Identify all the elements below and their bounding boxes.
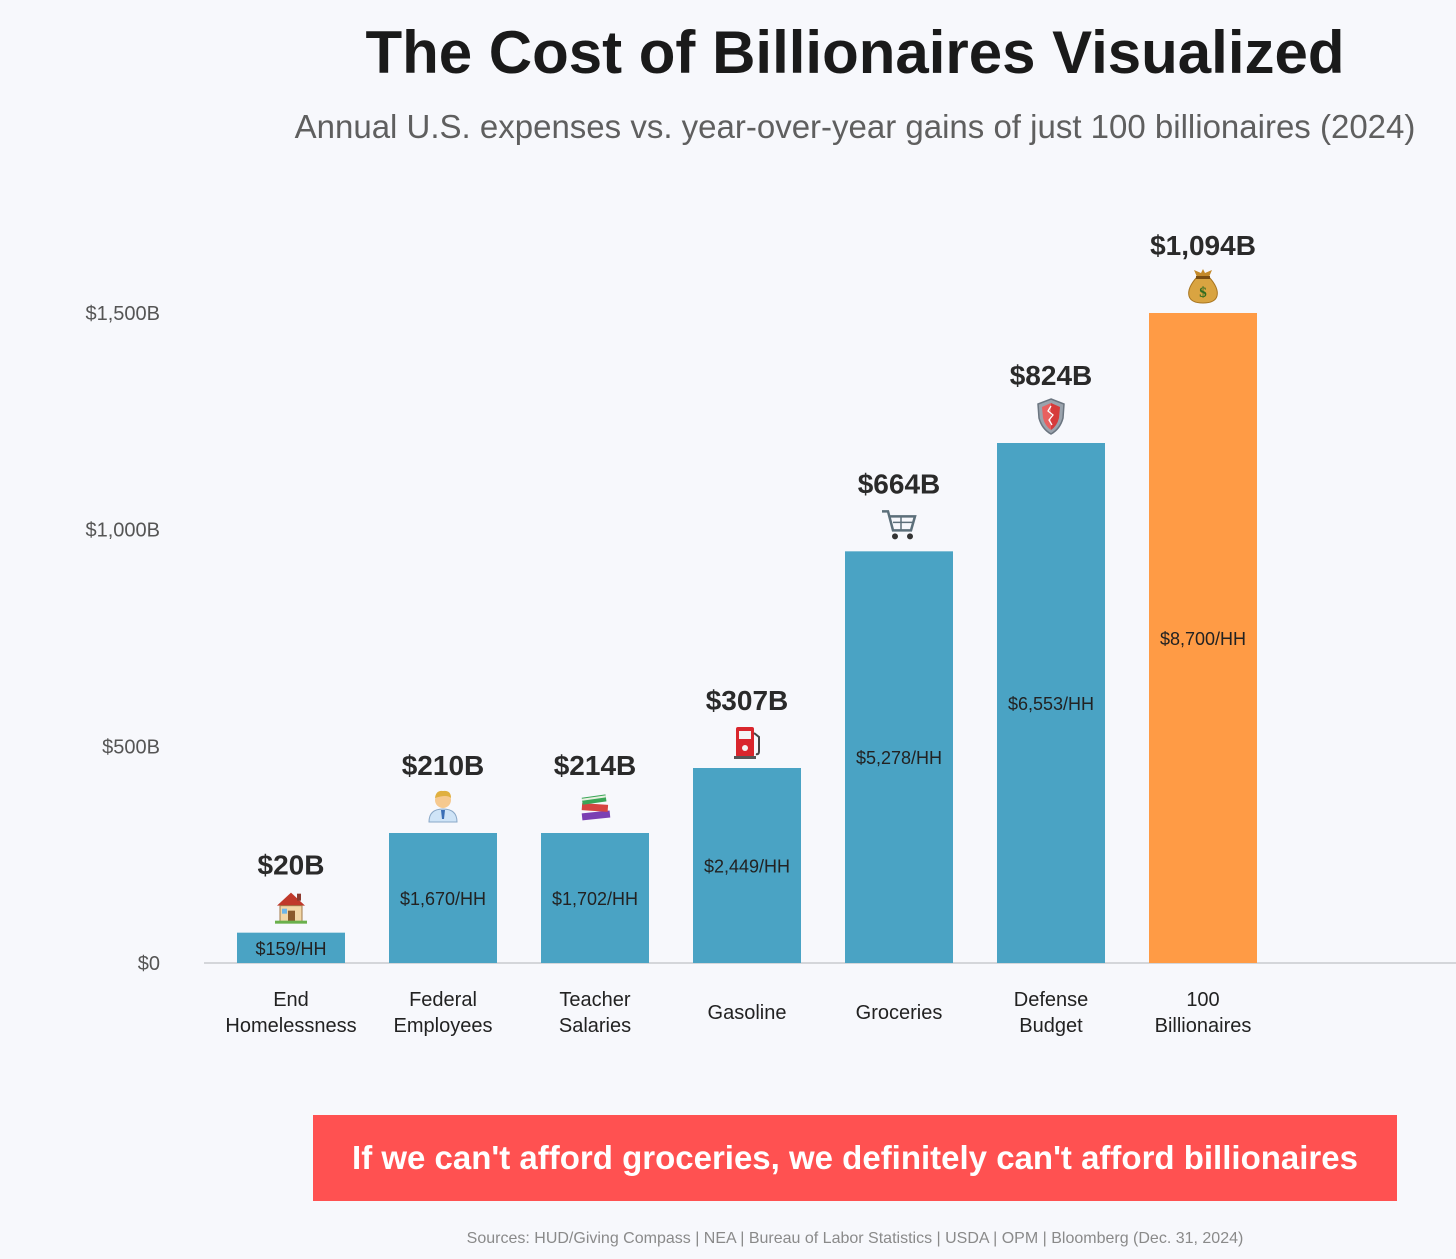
value-label: $214B — [554, 750, 637, 781]
x-tick-label: Gasoline — [708, 1002, 787, 1024]
x-tick-label: Defense Budget — [1014, 989, 1089, 1037]
bar — [845, 551, 953, 963]
x-tick-label: End Homelessness — [225, 989, 356, 1037]
x-tick-label: Federal Employees — [394, 989, 493, 1037]
value-label: $1,094B — [1150, 230, 1256, 261]
x-tick-label-line: Federal — [409, 989, 477, 1011]
sources-note: Sources: HUD/Giving Compass | NEA | Bure… — [466, 1230, 1244, 1247]
office-worker-icon — [428, 790, 458, 823]
chart-subtitle: Annual U.S. expenses vs. year-over-year … — [294, 108, 1416, 145]
x-tick-label-line: Salaries — [559, 1015, 631, 1037]
x-tick-label-line: Budget — [1019, 1015, 1083, 1037]
shopping-cart-icon — [882, 510, 917, 540]
x-tick-label-line: 100 — [1186, 989, 1219, 1011]
x-tick-label: Groceries — [856, 1002, 943, 1024]
books-icon — [581, 794, 611, 821]
callout-banner: If we can't afford groceries, we definit… — [313, 1115, 1397, 1201]
callout-text: If we can't afford groceries, we definit… — [352, 1139, 1358, 1176]
bar — [237, 932, 345, 963]
x-tick-label-line: Teacher — [559, 989, 630, 1011]
per-household-label: $159/HH — [255, 939, 326, 959]
bar — [1149, 313, 1257, 963]
y-tick-label: $1,000B — [85, 520, 160, 542]
svg-text:$: $ — [1199, 285, 1207, 301]
value-label: $210B — [402, 750, 485, 781]
y-tick-label: $500B — [102, 736, 160, 758]
fuel-pump-icon — [734, 727, 760, 759]
money-bag-icon: $ — [1188, 269, 1218, 304]
x-tick-label-line: End — [273, 989, 309, 1011]
value-label: $824B — [1010, 360, 1093, 391]
bar-chart: $0 $500B $1,000B $1,500B $159/HH $20B End Homel… — [85, 230, 1456, 1037]
bar — [693, 768, 801, 963]
x-tick-label: 100 Billionaires — [1155, 989, 1252, 1037]
bar — [997, 443, 1105, 963]
shield-icon — [1037, 398, 1065, 435]
y-tick-label: $1,500B — [85, 303, 160, 325]
per-household-label: $1,670/HH — [400, 889, 486, 909]
x-tick-label-line: Defense — [1014, 989, 1089, 1011]
per-household-label: $8,700/HH — [1160, 629, 1246, 649]
x-tick-label-line: Billionaires — [1155, 1015, 1252, 1037]
per-household-label: $6,553/HH — [1008, 694, 1094, 714]
x-tick-label: Teacher Salaries — [559, 989, 631, 1037]
value-label: $307B — [706, 685, 789, 716]
x-tick-label-line: Employees — [394, 1015, 493, 1037]
house-icon — [275, 892, 307, 924]
per-household-label: $2,449/HH — [704, 857, 790, 877]
value-label: $20B — [258, 850, 325, 881]
per-household-label: $1,702/HH — [552, 889, 638, 909]
value-label: $664B — [858, 468, 941, 499]
y-tick-label: $0 — [138, 953, 160, 975]
x-tick-label-line: Homelessness — [225, 1015, 356, 1037]
bar — [389, 833, 497, 963]
bar — [541, 833, 649, 963]
chart-title: The Cost of Billionaires Visualized — [365, 19, 1345, 86]
per-household-label: $5,278/HH — [856, 748, 942, 768]
